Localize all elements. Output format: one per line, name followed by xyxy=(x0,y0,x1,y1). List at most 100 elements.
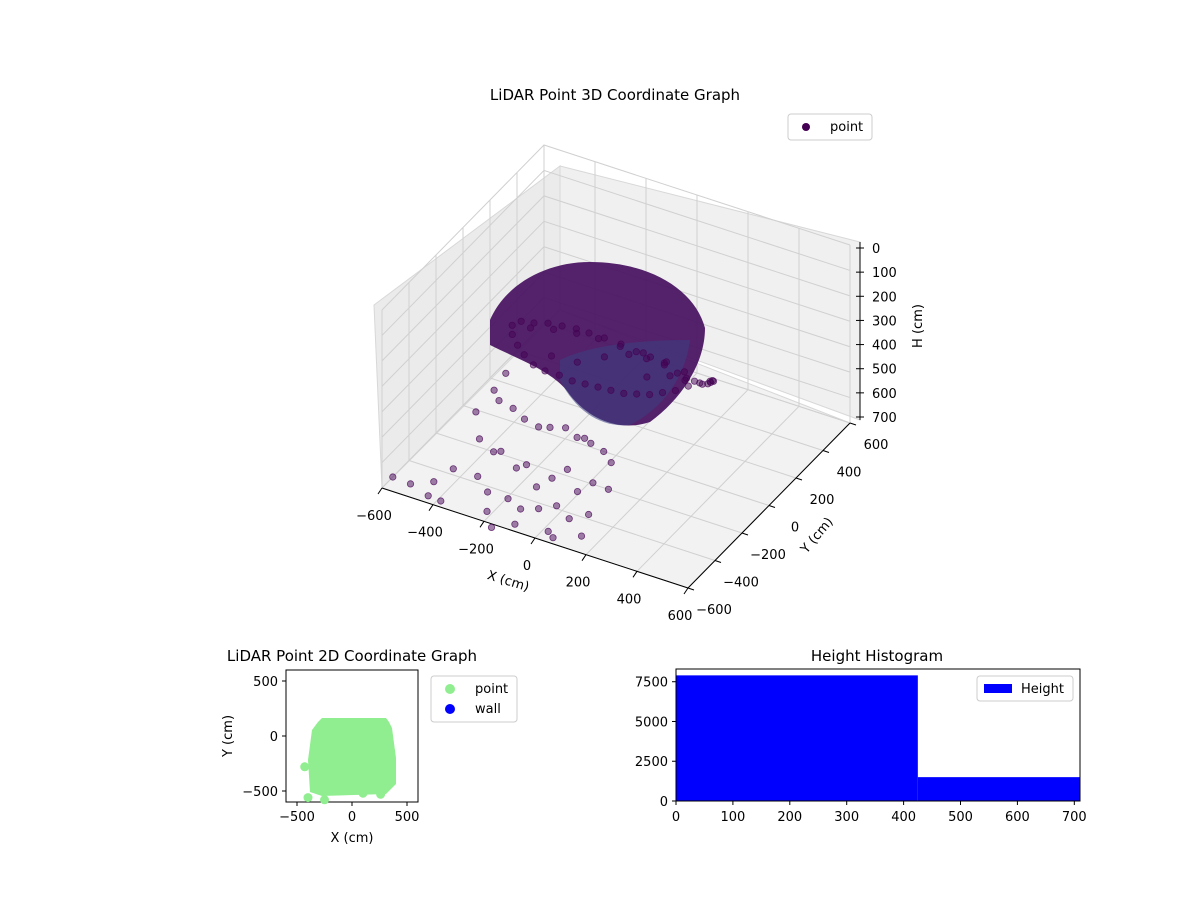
chart-2d-point xyxy=(358,788,368,798)
histogram-frame xyxy=(675,668,1081,802)
histogram-x-tick-label: 600 xyxy=(1005,810,1030,825)
chart-3d-point xyxy=(561,424,570,432)
chart-3d-z-tick-label: 600 xyxy=(872,387,897,402)
chart-3d-point xyxy=(483,507,491,515)
chart-3d-point xyxy=(549,534,557,542)
chart-2d-legend-marker-point xyxy=(445,684,455,694)
chart-2d-point xyxy=(303,793,313,803)
chart-3d-x-tick-label: 400 xyxy=(617,592,642,607)
chart-3d-point xyxy=(681,376,689,384)
chart-3d-title: LiDAR Point 3D Coordinate Graph xyxy=(490,86,740,104)
chart-3d-point xyxy=(643,373,651,381)
histogram-y-tick-label: 7500 xyxy=(635,676,668,691)
chart-3d-point xyxy=(475,435,484,443)
chart-3d-x-tick-label: 0 xyxy=(523,559,531,574)
chart-3d-y-tick xyxy=(714,560,722,563)
chart-2d-title: LiDAR Point 2D Coordinate Graph xyxy=(227,647,477,665)
chart-3d-point xyxy=(483,488,492,496)
chart-3d-z-tick-label: 500 xyxy=(872,363,897,378)
chart-3d-point xyxy=(563,465,572,473)
chart-3d-point xyxy=(516,505,525,513)
chart-3d-point-cloud xyxy=(490,262,705,426)
chart-3d-point xyxy=(495,396,503,405)
chart-3d-x-tick xyxy=(479,521,485,528)
chart-3d-point xyxy=(666,372,674,380)
histogram-y-tick-label: 2500 xyxy=(635,755,668,770)
chart-3d-point xyxy=(513,341,522,349)
chart-3d-point xyxy=(544,319,552,327)
chart-3d-gridline-z xyxy=(381,220,851,387)
chart-3d-y-tick-label: −200 xyxy=(750,548,786,563)
chart-2d-point xyxy=(376,789,386,799)
chart-3d-point xyxy=(517,317,525,325)
chart-3d-point xyxy=(585,329,593,337)
chart-3d-z-tick-label: 100 xyxy=(872,266,897,281)
chart-3d-point xyxy=(696,379,704,387)
chart-2d-y-tick-label: −500 xyxy=(242,785,278,800)
histogram-bar xyxy=(917,777,1080,801)
chart-3d-point xyxy=(620,389,628,397)
chart-3d-z-label: H (cm) xyxy=(911,304,926,348)
chart-3d-point xyxy=(548,474,556,482)
histogram-ticks: 0 100 200 300 400 500 600 700 0 2500 5000 7500 xyxy=(635,676,1087,825)
chart-3d: LiDAR Point 3D Coordinate Graph −600 −400… xyxy=(356,86,926,624)
chart-2d-x-tick-label: 0 xyxy=(348,810,356,825)
histogram-legend-swatch xyxy=(984,684,1012,693)
chart-3d-legend-box xyxy=(787,113,873,141)
chart-3d-y-tick xyxy=(768,505,776,508)
chart-2d-point xyxy=(320,795,329,805)
chart-3d-legend-label: point xyxy=(830,120,863,135)
chart-3d-point xyxy=(541,367,549,375)
chart-3d-point xyxy=(607,386,615,394)
chart-3d-point xyxy=(504,495,512,503)
chart-3d-point xyxy=(549,325,558,333)
chart-3d-point xyxy=(581,380,589,388)
chart-2d-y-tick-label: 0 xyxy=(270,730,278,745)
chart-3d-point xyxy=(430,478,438,486)
chart-3d-point xyxy=(573,329,581,337)
chart-3d-y-tick xyxy=(687,587,695,591)
chart-2d-x-tick-label: −500 xyxy=(279,810,315,825)
chart-3d-point xyxy=(589,479,597,487)
chart-3d-x-tick xyxy=(428,504,434,511)
chart-3d-point xyxy=(534,505,543,513)
chart-3d-point xyxy=(673,369,682,377)
chart-2d-points xyxy=(300,762,386,805)
chart-3d-point xyxy=(658,388,667,397)
chart-3d-point xyxy=(487,523,496,532)
chart-3d-point xyxy=(449,465,457,473)
chart-3d-point xyxy=(587,439,595,447)
chart-3d-point xyxy=(604,485,613,493)
chart-3d-point xyxy=(573,358,581,366)
chart-2d-x-label: X (cm) xyxy=(331,831,374,846)
chart-3d-point xyxy=(522,461,531,469)
chart-3d-point xyxy=(660,359,668,367)
chart-2d-y-label: Y (cm) xyxy=(221,715,236,758)
chart-3d-point xyxy=(544,527,552,536)
chart-2d-y-tick-label: 500 xyxy=(253,675,278,690)
chart-3d-point xyxy=(616,342,624,350)
chart-3d-point xyxy=(529,361,538,369)
chart-3d-point xyxy=(511,520,519,528)
chart-3d-point xyxy=(671,386,680,395)
chart-3d-point xyxy=(389,473,397,481)
chart-3d-point xyxy=(573,487,582,496)
chart-3d-y-tick-label: 0 xyxy=(791,521,799,536)
chart-3d-point xyxy=(684,382,692,390)
chart-3d-y-tick-label: 400 xyxy=(837,466,862,481)
chart-3d-point xyxy=(633,390,641,398)
histogram-x-tick-label: 700 xyxy=(1062,810,1087,825)
chart-2d: LiDAR Point 2D Coordinate Graph −500−500… xyxy=(221,647,518,846)
chart-3d-gridline-z xyxy=(381,246,851,413)
chart-3d-x-tick-label: 600 xyxy=(668,609,693,624)
histogram-x-tick-label: 200 xyxy=(777,810,802,825)
chart-3d-point-cloud-shadow xyxy=(560,340,690,426)
chart-2d-legend: point wall xyxy=(430,675,518,723)
chart-3d-point xyxy=(558,322,566,330)
chart-3d-legend: point xyxy=(787,113,873,141)
chart-2d-point-region-body xyxy=(308,718,396,796)
chart-2d-point-region xyxy=(308,718,396,796)
chart-3d-z-tick-label: 700 xyxy=(872,411,897,426)
histogram-legend-box xyxy=(976,675,1074,702)
